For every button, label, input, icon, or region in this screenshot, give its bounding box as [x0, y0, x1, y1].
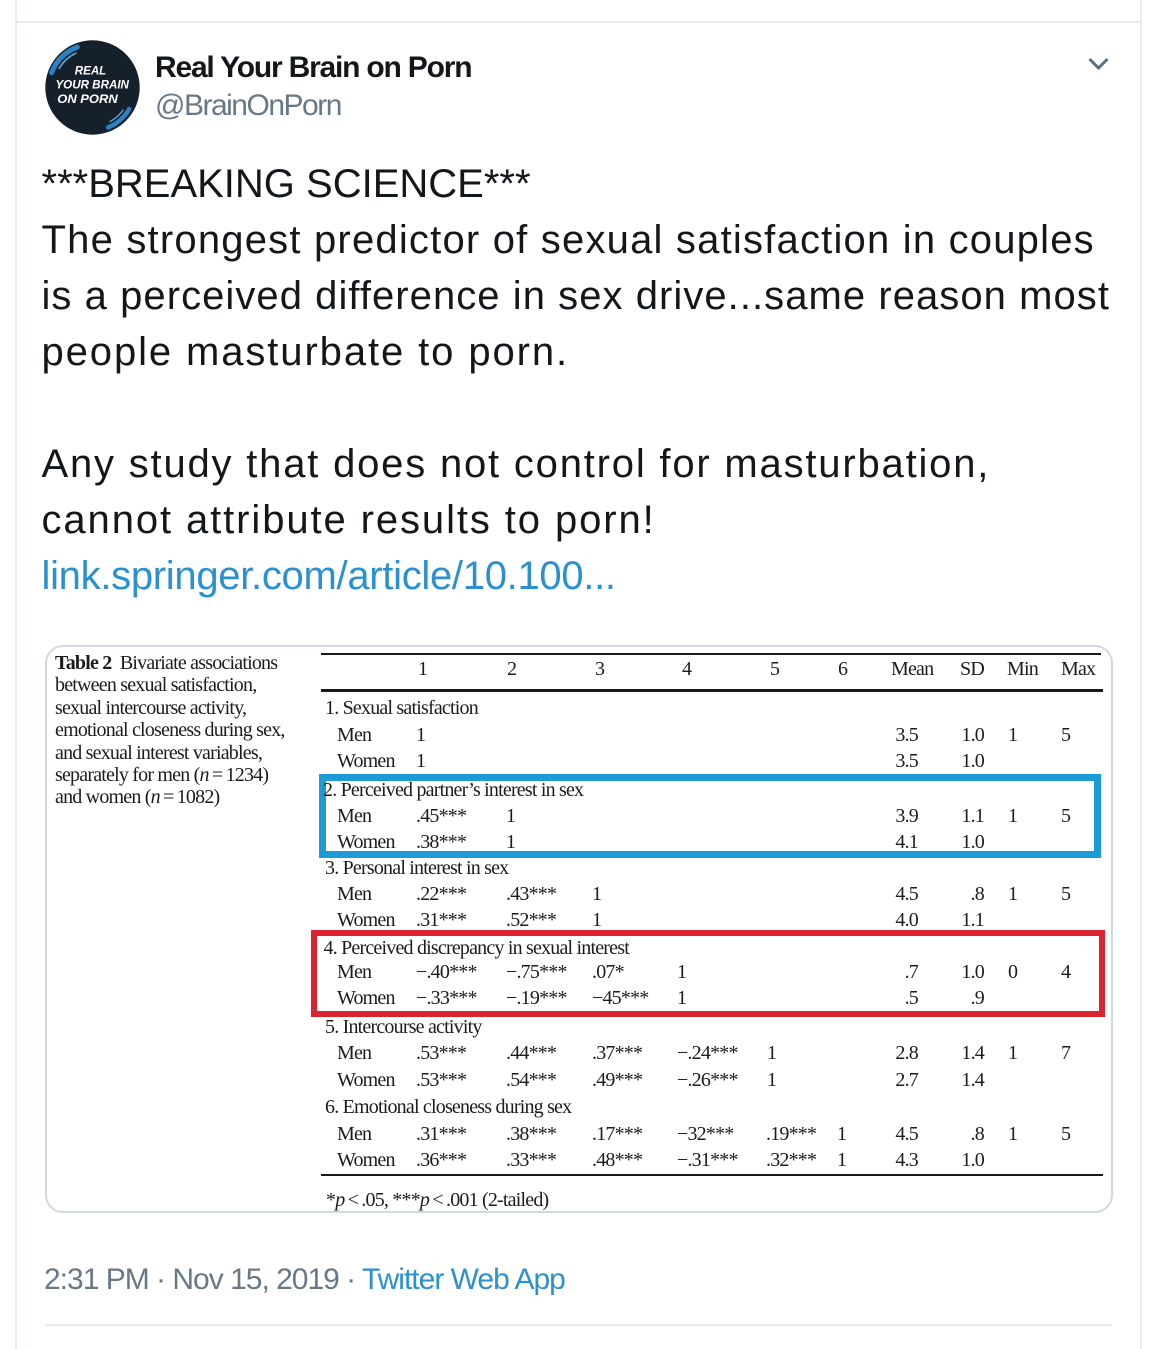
svg-text:YOUR BRAIN: YOUR BRAIN	[55, 77, 130, 91]
svg-text:ON PORN: ON PORN	[57, 92, 119, 106]
svg-text:REAL: REAL	[75, 63, 107, 77]
